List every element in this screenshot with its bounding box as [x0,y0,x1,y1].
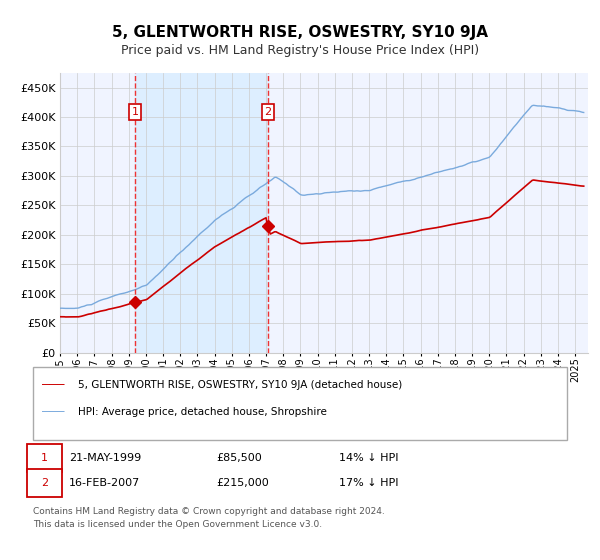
Text: 16-FEB-2007: 16-FEB-2007 [69,478,140,488]
Text: 14% ↓ HPI: 14% ↓ HPI [339,452,398,463]
Text: Price paid vs. HM Land Registry's House Price Index (HPI): Price paid vs. HM Land Registry's House … [121,44,479,57]
Text: 2: 2 [41,478,48,488]
Bar [135,73,268,353]
Text: Contains HM Land Registry data © Crown copyright and database right 2024.
This d: Contains HM Land Registry data © Crown c… [33,507,385,529]
Text: 1: 1 [132,107,139,117]
Text: HPI: Average price, detached house, Shropshire: HPI: Average price, detached house, Shro… [78,407,327,417]
Text: ———: ——— [42,405,65,418]
Text: 5, GLENTWORTH RISE, OSWESTRY, SY10 9JA: 5, GLENTWORTH RISE, OSWESTRY, SY10 9JA [112,25,488,40]
Text: 17% ↓ HPI: 17% ↓ HPI [339,478,398,488]
Text: £215,000: £215,000 [216,478,269,488]
Text: 2: 2 [265,107,272,117]
Text: 1: 1 [41,452,48,463]
Text: ———: ——— [42,378,65,391]
Text: 21-MAY-1999: 21-MAY-1999 [69,452,141,463]
Text: £85,500: £85,500 [216,452,262,463]
Text: 5, GLENTWORTH RISE, OSWESTRY, SY10 9JA (detached house): 5, GLENTWORTH RISE, OSWESTRY, SY10 9JA (… [78,380,402,390]
